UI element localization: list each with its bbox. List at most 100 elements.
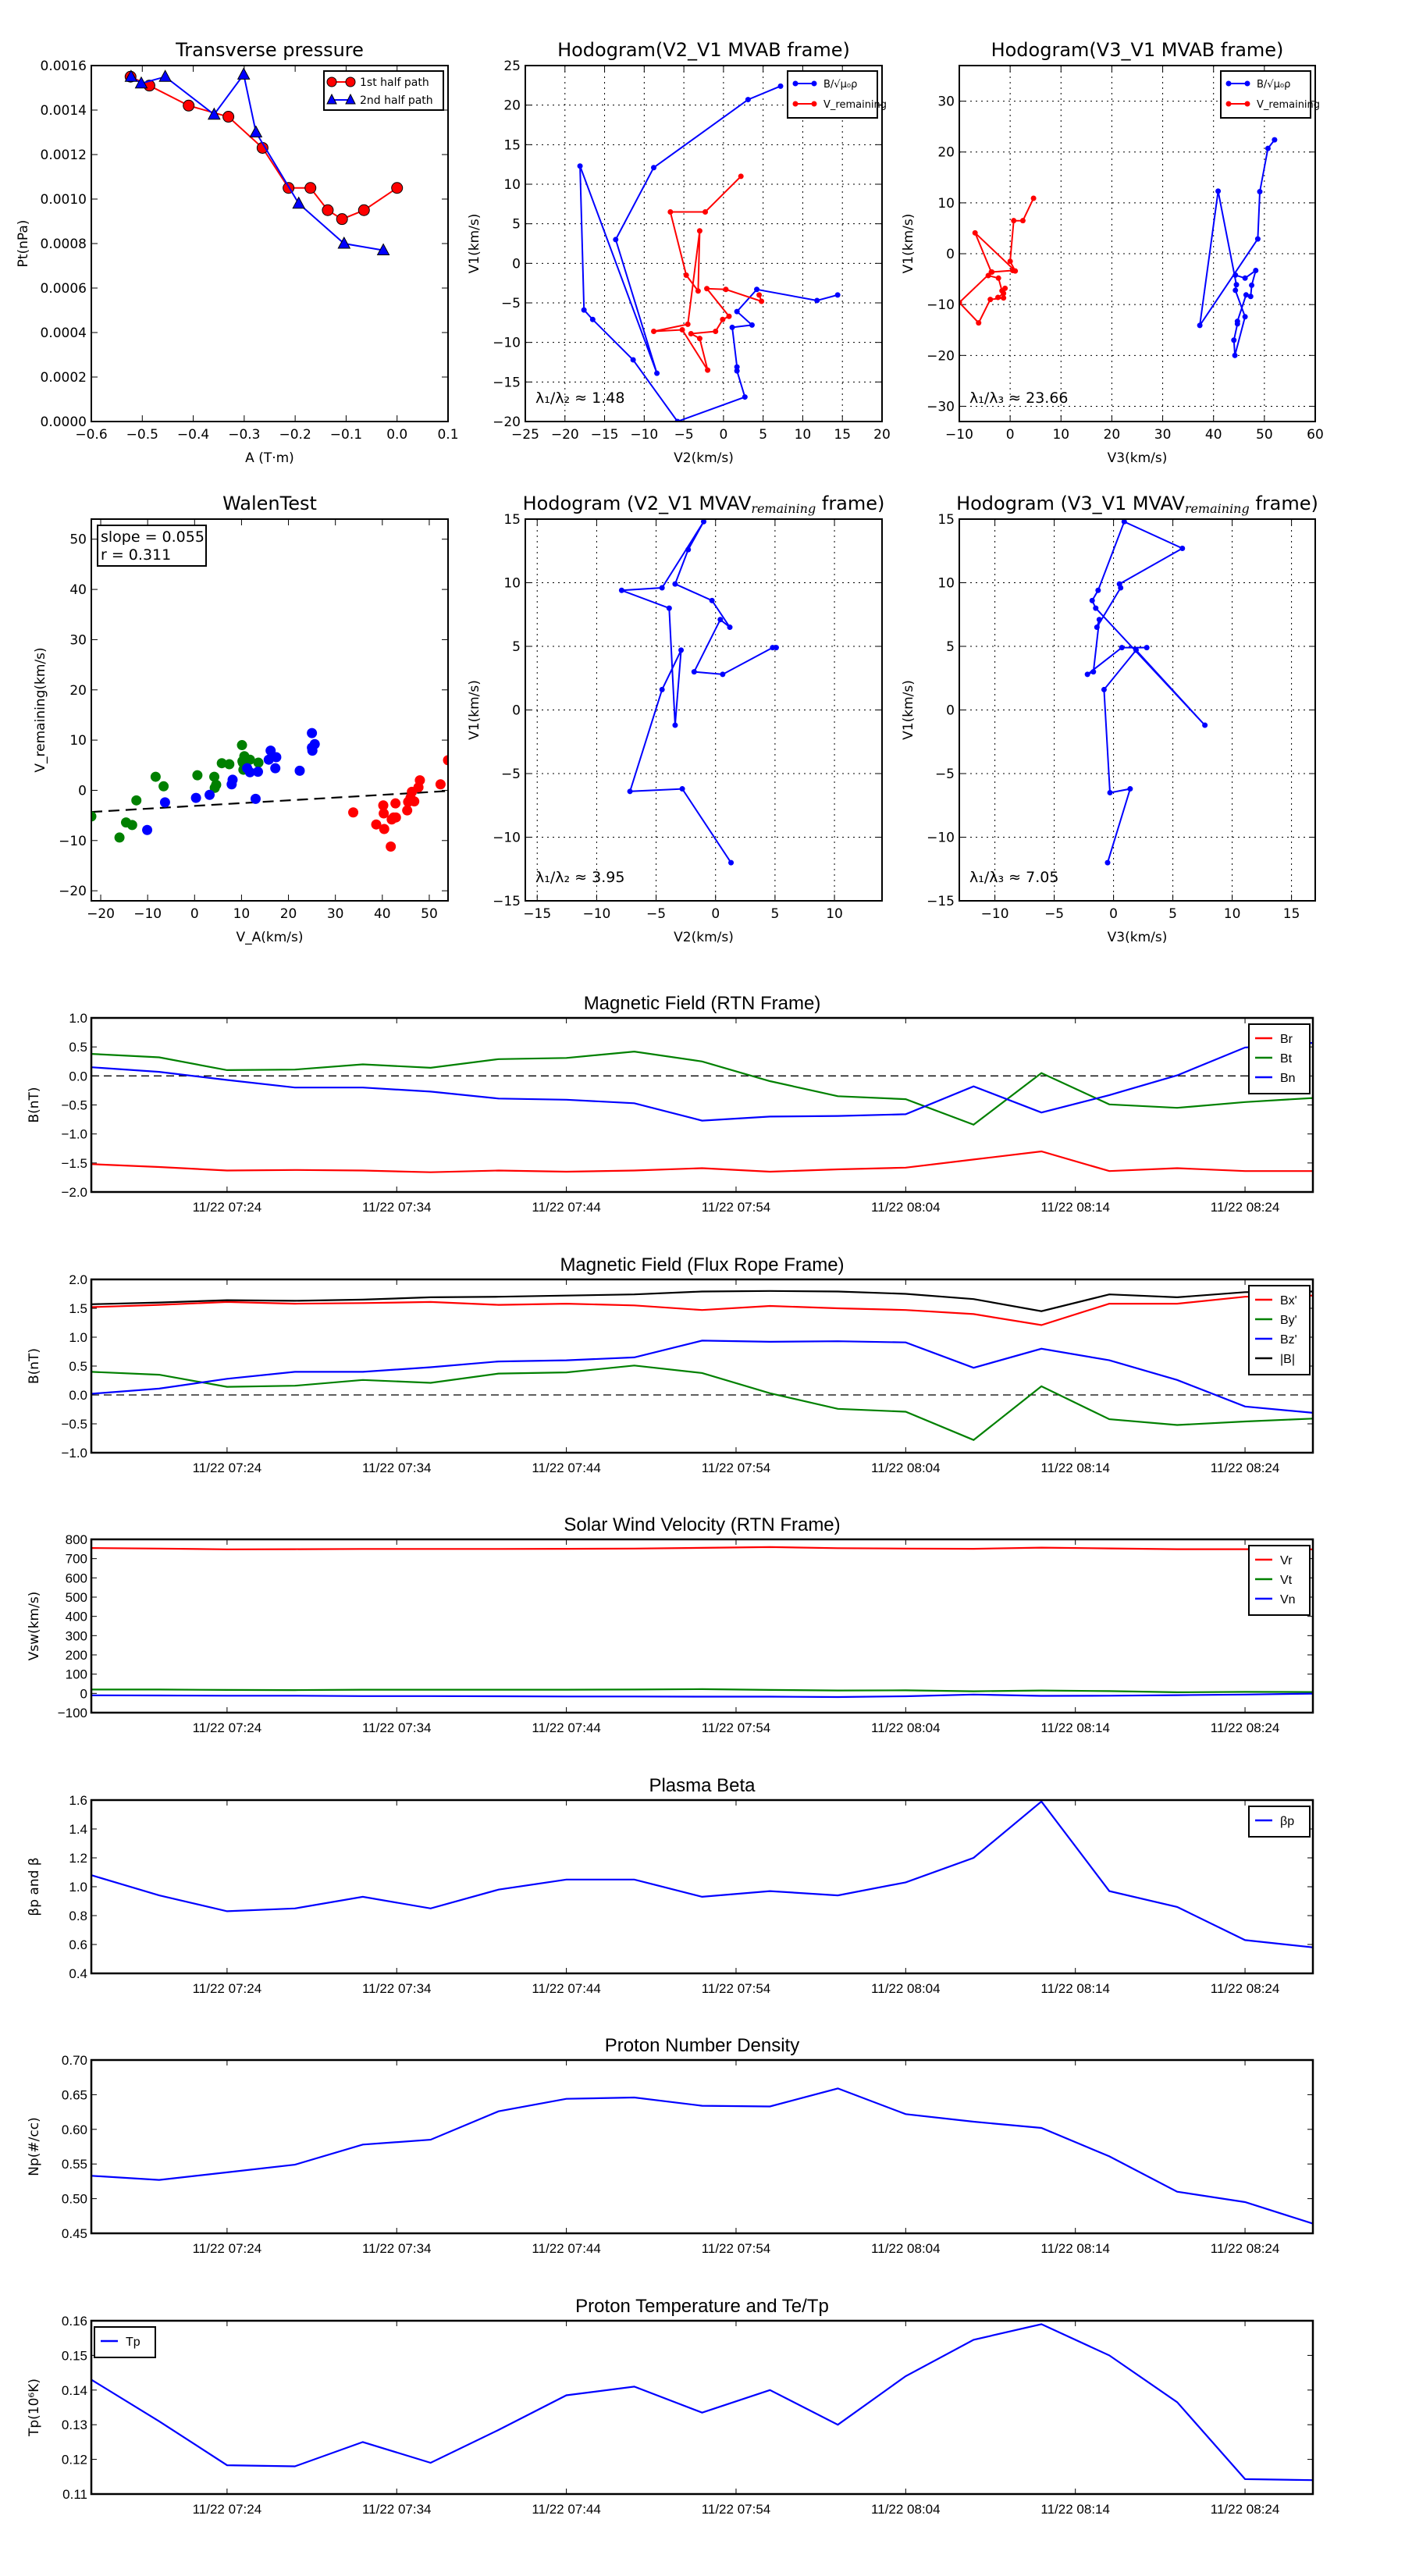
stats-box	[97, 525, 207, 567]
y-tick-label: −30	[927, 399, 955, 415]
y-tick-label: 0	[78, 783, 87, 799]
x-tick-label: 10	[1052, 427, 1069, 443]
fit-line	[91, 790, 448, 813]
data-point	[717, 617, 724, 623]
legend-marker	[811, 101, 817, 107]
legend: βp	[1248, 1806, 1311, 1838]
y-tick-label: 1.6	[69, 1793, 87, 1808]
y-tick-label: 0.45	[62, 2226, 87, 2241]
y-axis-label: βp and β	[27, 1857, 42, 1916]
chart-title: Hodogram (V3_V1 MVAVremaining frame)	[956, 493, 1318, 516]
y-axis-label: Np(#/cc)	[27, 2117, 42, 2176]
panel-title: Solar Wind Velocity (RTN Frame)	[564, 1514, 840, 1535]
scatter-point-component-2	[309, 738, 320, 749]
data-point	[1093, 605, 1099, 611]
data-point	[651, 328, 657, 334]
y-tick-label: 10	[69, 733, 87, 749]
data-point	[124, 69, 138, 82]
x-tick-label: 11/22 07:34	[362, 1200, 432, 1215]
chart-title-end: frame)	[1250, 493, 1318, 514]
data-point	[1001, 295, 1007, 301]
data-point	[989, 269, 995, 275]
x-tick-label: 10	[1224, 906, 1241, 922]
series-line-Bx'	[91, 1294, 1314, 1326]
scatter-point-component-2	[252, 767, 263, 777]
y-axis-label: Tp(10⁶K)	[27, 2379, 42, 2437]
series-line-Bt	[91, 1050, 1314, 1126]
data-point	[985, 272, 991, 279]
y-tick-label: 2.0	[69, 1272, 87, 1287]
panel-title: Proton Temperature and Te/Tp	[575, 2296, 829, 2317]
y-tick-label: 0.12	[62, 2453, 87, 2467]
y-tick-label: 5	[512, 217, 521, 233]
x-tick-label: 11/22 07:54	[702, 1200, 771, 1215]
y-tick-label: 0.11	[62, 2487, 87, 2502]
x-tick-label: −0.5	[126, 427, 158, 443]
y-tick-label: 5	[512, 639, 521, 655]
y-tick-label: −10	[59, 834, 87, 849]
data-point	[1249, 282, 1255, 288]
data-point	[337, 236, 351, 249]
data-point	[654, 370, 660, 376]
x-tick-label: 11/22 07:54	[702, 2241, 771, 2256]
x-tick-label: 11/22 07:24	[193, 1720, 262, 1735]
data-point	[1232, 272, 1239, 278]
legend-label: Vt	[1280, 1574, 1293, 1587]
data-point	[995, 275, 1001, 281]
data-point	[134, 76, 148, 89]
legend-marker	[1225, 101, 1232, 107]
y-tick-label: 0.55	[62, 2157, 87, 2172]
timeseries-panel-tp: Proton Temperature and Te/Tp 0.11 0.12 0.13…	[27, 2296, 1314, 2517]
x-tick-label: 11/22 08:14	[1040, 1981, 1110, 1996]
y-tick-label: 1.4	[69, 1822, 87, 1837]
data-point	[705, 367, 711, 373]
data-point	[1231, 337, 1237, 343]
x-tick-label: 50	[1256, 427, 1273, 443]
data-point	[734, 308, 740, 315]
legend-label: Bz'	[1280, 1333, 1297, 1347]
legend-marker	[1225, 80, 1232, 87]
data-point	[679, 786, 685, 792]
y-tick-label: 20	[69, 683, 87, 699]
chart-title: Transverse pressure	[175, 39, 364, 61]
data-point	[183, 99, 195, 112]
data-point	[701, 519, 706, 525]
legend-label: Bx'	[1280, 1294, 1297, 1308]
data-point	[577, 163, 583, 169]
data-point	[729, 324, 735, 330]
y-tick-label: 0.0012	[41, 148, 87, 163]
legend: Bx' By' Bz' |B|	[1248, 1285, 1311, 1375]
legend-label: V_remaining	[823, 99, 887, 111]
series-line-Bn	[91, 1041, 1314, 1122]
y-tick-label: 0.4	[69, 1966, 87, 1981]
scatter-point-component-2	[159, 797, 170, 808]
panel-title: Magnetic Field (RTN Frame)	[584, 993, 821, 1014]
data-point	[391, 182, 404, 194]
y-tick-label: 200	[66, 1648, 87, 1663]
scatter-point-component-1	[211, 779, 222, 790]
x-tick-label: 11/22 08:14	[1040, 1461, 1110, 1475]
data-point	[720, 671, 726, 678]
plot-area	[1084, 519, 1208, 866]
timeseries-panel-beta: Plasma Beta 0.4 0.6 0.8 1.0 1.2 1.4 1.6 11/22 07…	[27, 1775, 1314, 1996]
scatter-point-component-1	[150, 771, 161, 782]
y-tick-label: 0.0008	[41, 237, 87, 252]
data-point	[691, 669, 697, 675]
x-tick-label: 30	[1154, 427, 1172, 443]
x-tick-label: 5	[759, 427, 767, 443]
data-point	[292, 196, 306, 209]
x-tick-label: 11/22 07:24	[193, 2241, 262, 2256]
x-tick-label: −10	[133, 906, 162, 922]
y-tick-label: −15	[927, 894, 955, 909]
series-line-Vt	[91, 1688, 1314, 1693]
data-point	[738, 173, 744, 180]
y-tick-label: −10	[927, 297, 955, 313]
data-point	[1107, 789, 1113, 795]
x-tick-label: −0.4	[177, 427, 209, 443]
scatter-point-component-2	[190, 792, 201, 803]
data-point	[685, 546, 692, 553]
x-tick-label: 30	[327, 906, 344, 922]
x-tick-label: 15	[834, 427, 851, 443]
y-tick-label: 500	[66, 1590, 87, 1605]
x-tick-label: 50	[421, 906, 438, 922]
